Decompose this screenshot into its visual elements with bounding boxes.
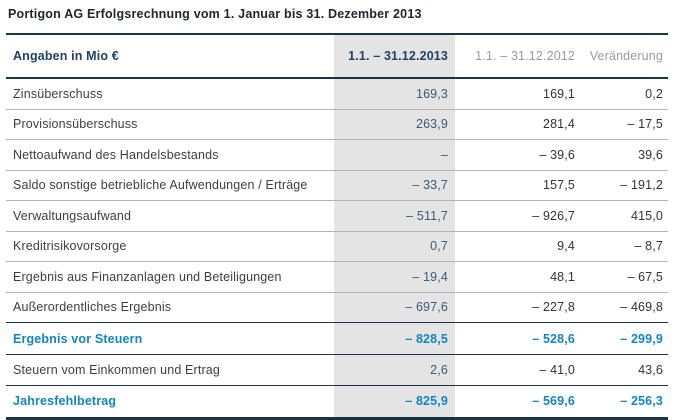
table-row: Nettoaufwand des Handelsbestands – – 39,6 3…: [6, 139, 668, 170]
value-2013: 169,3: [334, 78, 455, 109]
value-2013: 263,9: [334, 108, 455, 140]
value-2013: – 828,5: [334, 322, 455, 355]
table-row: Kreditrisikovorsorge 0,7 9,4– 8,7: [6, 230, 668, 262]
value-2012: 48,1: [455, 261, 582, 292]
value-2013: 2,6: [334, 354, 455, 385]
table-header: Angaben in Mio € 1.1. – 31.12.2013 1.1. …: [6, 34, 668, 79]
row-label: Ergebnis vor Steuern: [6, 322, 334, 355]
row-label: Ergebnis aus Finanzanlagen und Beteiligu…: [6, 261, 334, 292]
row-label: Jahresfehlbetrag: [6, 384, 334, 418]
value-2013: – 697,6: [334, 291, 455, 323]
value-2013: – 33,7: [334, 169, 455, 201]
table-row: Saldo sonstige betriebliche Aufwendungen…: [6, 169, 668, 201]
table-row: Außerordentliches Ergebnis – 697,6– 227,8…: [6, 291, 668, 323]
table-row: Provisionsüberschuss 263,9 281,4– 17,5: [6, 108, 668, 140]
table-row: Jahresfehlbetrag – 825,9– 569,6– 256,3: [6, 384, 668, 418]
row-label: Kreditrisikovorsorge: [6, 230, 334, 262]
value-change: – 256,3: [582, 384, 668, 418]
row-label: Zinsüberschuss: [13, 86, 103, 101]
header-row: Angaben in Mio € 1.1. – 31.12.2013 1.1. …: [6, 34, 668, 79]
value-2012: 9,4: [455, 230, 582, 262]
row-label: Saldo sonstige betriebliche Aufwendungen…: [6, 169, 334, 201]
row-label: Nettoaufwand des Handelsbestands: [6, 139, 334, 170]
value-2012: 169,1: [542, 86, 575, 101]
value-2012: – 528,6: [455, 322, 582, 355]
row-label: Verwaltungsaufwand: [6, 200, 334, 231]
table-row: Ergebnis aus Finanzanlagen und Beteiligu…: [6, 261, 668, 292]
value-2013: – 511,7: [334, 200, 455, 231]
value-2012: – 926,7: [455, 200, 582, 231]
table-row: Verwaltungsaufwand – 511,7– 926,7 415,0: [6, 200, 668, 231]
value-change: 43,6: [582, 354, 668, 385]
value-change: – 17,5: [582, 108, 668, 140]
value-change: – 299,9: [582, 322, 668, 355]
header-units-label: Angaben in Mio €: [6, 34, 334, 79]
header-period-2012: 1.1. – 31.12.2012: [455, 34, 582, 79]
value-change: – 8,7: [582, 230, 668, 262]
table-row: Steuern vom Einkommen und Ertrag 2,6– 41,…: [6, 354, 668, 385]
value-2013: – 19,4: [334, 261, 455, 292]
header-change: Veränderung: [582, 34, 668, 79]
value-2012: – 569,6: [455, 384, 582, 418]
header-period-2013: 1.1. – 31.12.2013: [334, 34, 455, 79]
value-2013: 0,7: [334, 230, 455, 262]
table-body: Zinsüberschuss 169,3 169,1 0,2 Provisionsübe…: [6, 78, 668, 418]
value-change: 415,0: [582, 200, 668, 231]
row-label: Provisionsüberschuss: [6, 108, 334, 140]
table-row: Zinsüberschuss 169,3 169,1 0,2: [6, 78, 668, 109]
income-statement-table: Angaben in Mio € 1.1. – 31.12.2013 1.1. …: [6, 33, 668, 420]
value-change: – 469,8: [582, 291, 668, 323]
value-2012: – 227,8: [455, 291, 582, 323]
value-change: 0,2: [645, 86, 663, 101]
value-2012: 281,4: [455, 108, 582, 140]
value-change: 39,6: [582, 139, 668, 170]
table-row: Ergebnis vor Steuern – 828,5– 528,6– 299,…: [6, 322, 668, 355]
value-2013: – 825,9: [334, 384, 455, 418]
value-2012: – 39,6: [455, 139, 582, 170]
value-2013: –: [334, 139, 455, 170]
row-label: Außerordentliches Ergebnis: [6, 291, 334, 323]
value-change: – 191,2: [582, 169, 668, 201]
value-change: – 67,5: [582, 261, 668, 292]
value-2012: 157,5: [455, 169, 582, 201]
value-2012: – 41,0: [455, 354, 582, 385]
page-title: Portigon AG Erfolgsrechnung vom 1. Janua…: [8, 7, 422, 21]
row-label: Steuern vom Einkommen und Ertrag: [6, 354, 334, 385]
